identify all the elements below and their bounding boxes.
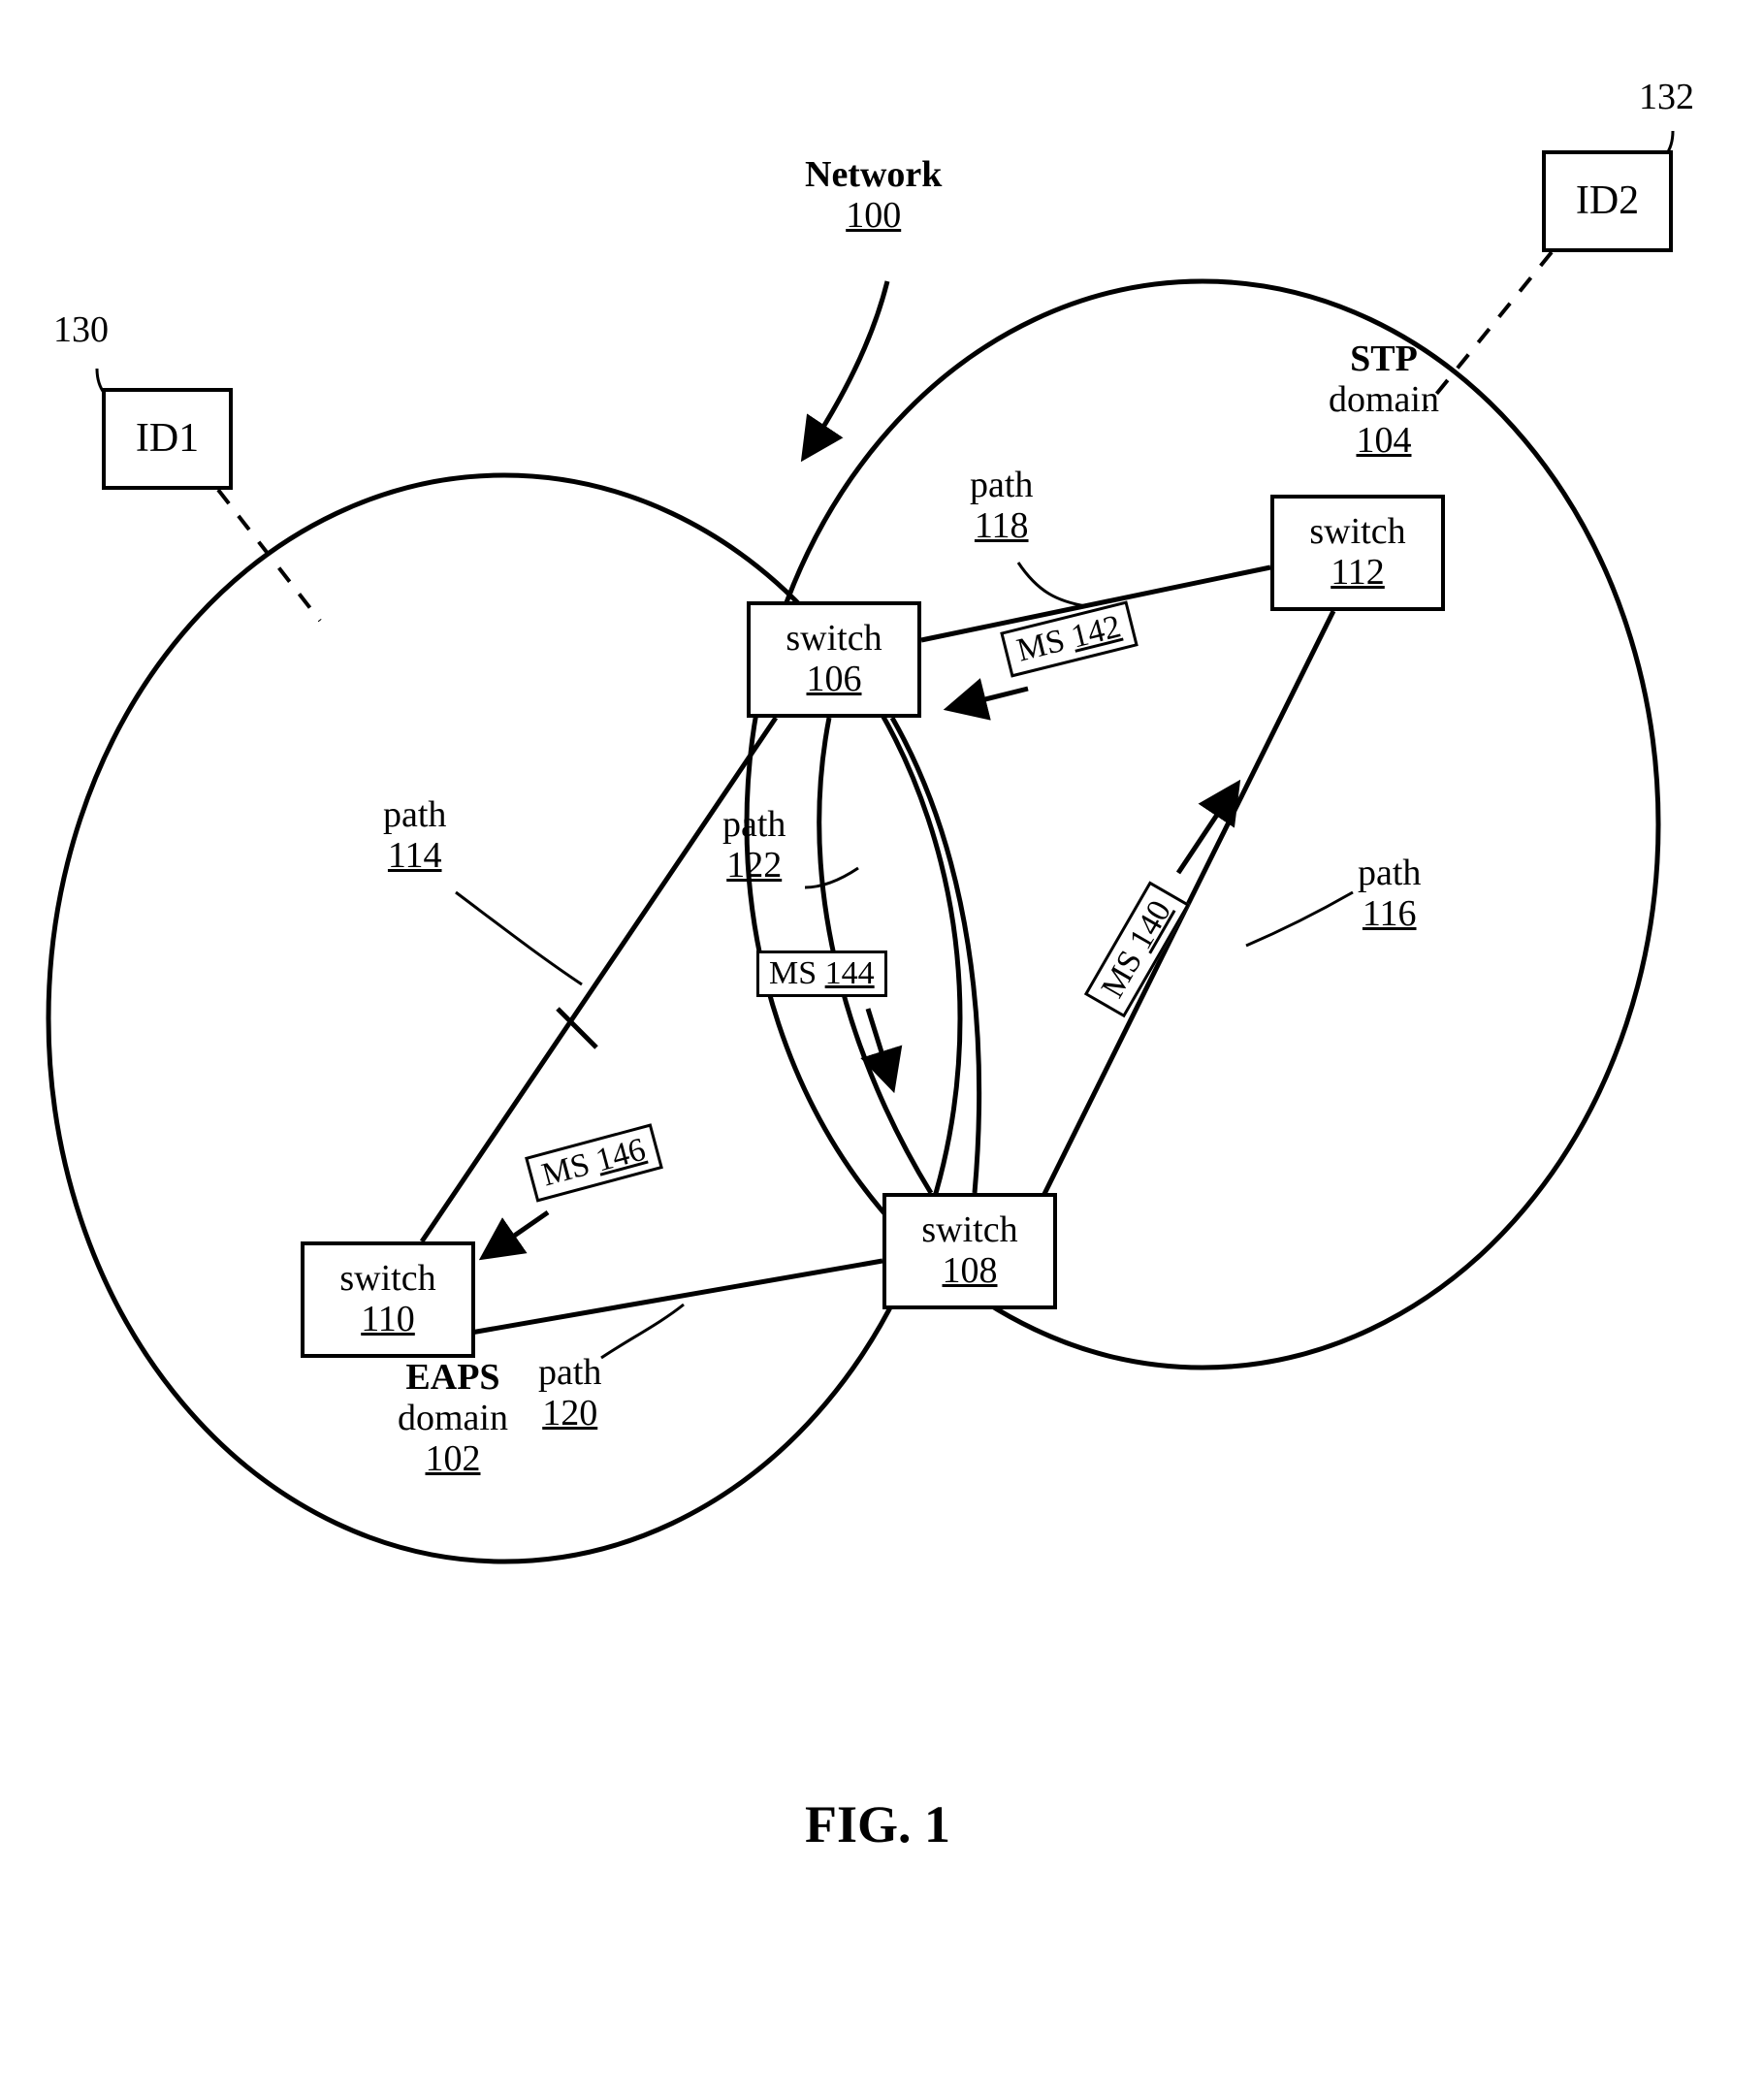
- leader-p118: [1018, 563, 1086, 606]
- ref-132-text: 132: [1639, 77, 1694, 117]
- switch-106: switch 106: [747, 601, 921, 718]
- p118-num: 118: [975, 505, 1029, 546]
- switch-110-num: 110: [361, 1300, 415, 1340]
- ms-144-box: MS 144: [756, 950, 887, 997]
- leader-p114: [456, 892, 582, 984]
- id1-dash: [218, 490, 320, 621]
- network-line1: Network: [805, 154, 942, 195]
- ms142-prefix: MS: [1013, 621, 1076, 669]
- id1-text: ID1: [136, 416, 199, 461]
- fig-text: FIG. 1: [805, 1795, 950, 1853]
- p114-num: 114: [388, 835, 442, 876]
- p118-text: path: [970, 465, 1033, 505]
- leader-p122: [805, 868, 858, 887]
- path-120-line: [465, 1261, 882, 1334]
- eaps-num: 102: [425, 1438, 480, 1479]
- id2-text: ID2: [1576, 178, 1639, 223]
- path-122-label: path 122: [722, 805, 786, 886]
- switch-112-label: switch: [1309, 512, 1405, 553]
- switch-106-num: 106: [807, 660, 862, 700]
- network-pointer: [805, 281, 887, 456]
- ref-132: 132: [1639, 78, 1694, 118]
- switch-108-num: 108: [943, 1251, 998, 1292]
- ms146-num: 146: [593, 1132, 650, 1179]
- ms144-num: 144: [825, 955, 875, 991]
- p122-text: path: [722, 804, 786, 845]
- switch-112: switch 112: [1270, 495, 1445, 611]
- eaps-domain-label: EAPS domain 102: [398, 1358, 508, 1479]
- switch-110-label: switch: [339, 1259, 435, 1300]
- ms142-num: 142: [1068, 608, 1124, 655]
- eaps-line2: domain: [398, 1398, 508, 1438]
- ms142-arrow: [950, 689, 1028, 708]
- p120-num: 120: [542, 1393, 597, 1434]
- figure-caption: FIG. 1: [805, 1794, 950, 1854]
- stp-line2: domain: [1329, 379, 1439, 420]
- p120-text: path: [538, 1352, 601, 1393]
- diagram-svg: [0, 0, 1764, 2094]
- switch-112-num: 112: [1331, 553, 1385, 594]
- p122-num: 122: [726, 845, 782, 886]
- ref-130-text: 130: [53, 309, 109, 350]
- p116-text: path: [1358, 853, 1421, 893]
- ms146-arrow: [485, 1212, 548, 1256]
- p116-num: 116: [1363, 893, 1417, 934]
- path-114-label: path 114: [383, 795, 446, 877]
- path-118-label: path 118: [970, 466, 1033, 547]
- switch-108-label: switch: [921, 1210, 1017, 1251]
- ms146-prefix: MS: [538, 1144, 601, 1194]
- eaps-line1: EAPS: [405, 1357, 499, 1398]
- stp-num: 104: [1356, 420, 1411, 461]
- leader-p116: [1246, 892, 1353, 946]
- switch-108: switch 108: [882, 1193, 1057, 1309]
- stp-line1: STP: [1350, 338, 1418, 379]
- p114-text: path: [383, 794, 446, 835]
- ref-130: 130: [53, 310, 109, 351]
- diagram-stage: STP domain 104 EAPS domain 102 Network 1…: [0, 0, 1764, 2094]
- switch-110: switch 110: [301, 1241, 475, 1358]
- network-label: Network 100: [805, 155, 942, 237]
- network-num: 100: [846, 195, 901, 236]
- path-122-curve-right: [892, 718, 979, 1193]
- stp-domain-label: STP domain 104: [1329, 339, 1439, 461]
- leader-p120: [601, 1305, 684, 1358]
- ms144-prefix: MS: [769, 955, 825, 991]
- switch-106-label: switch: [786, 619, 882, 660]
- id1-box: ID1: [102, 388, 233, 490]
- id2-box: ID2: [1542, 150, 1673, 252]
- path-120-label: path 120: [538, 1353, 601, 1434]
- path-116-label: path 116: [1358, 854, 1421, 935]
- id2-dash: [1426, 252, 1552, 407]
